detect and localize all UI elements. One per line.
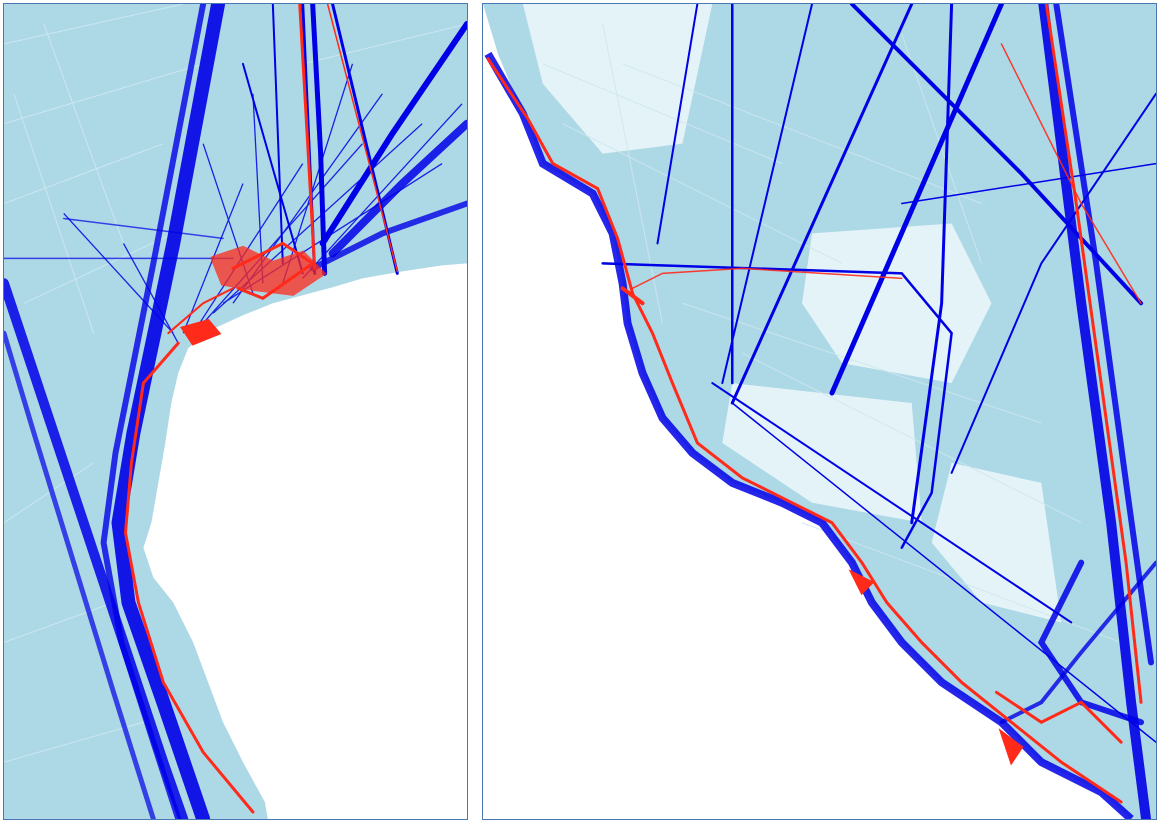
dense-track-lanes: [4, 4, 467, 819]
highlighted-tracks: [123, 4, 399, 814]
dense-track-lanes: [601, 4, 1156, 819]
background-track-texture: [4, 4, 467, 763]
land-mass: [483, 4, 1132, 819]
highlighted-tracks: [486, 4, 1143, 804]
background-track-texture: [542, 23, 1122, 643]
left-map-panel: [3, 3, 468, 820]
right-track-map: [483, 4, 1156, 819]
land-mass: [143, 263, 467, 819]
right-map-panel: [482, 3, 1157, 820]
left-track-map: [4, 4, 467, 819]
coastal-track-band: [484, 51, 1134, 819]
